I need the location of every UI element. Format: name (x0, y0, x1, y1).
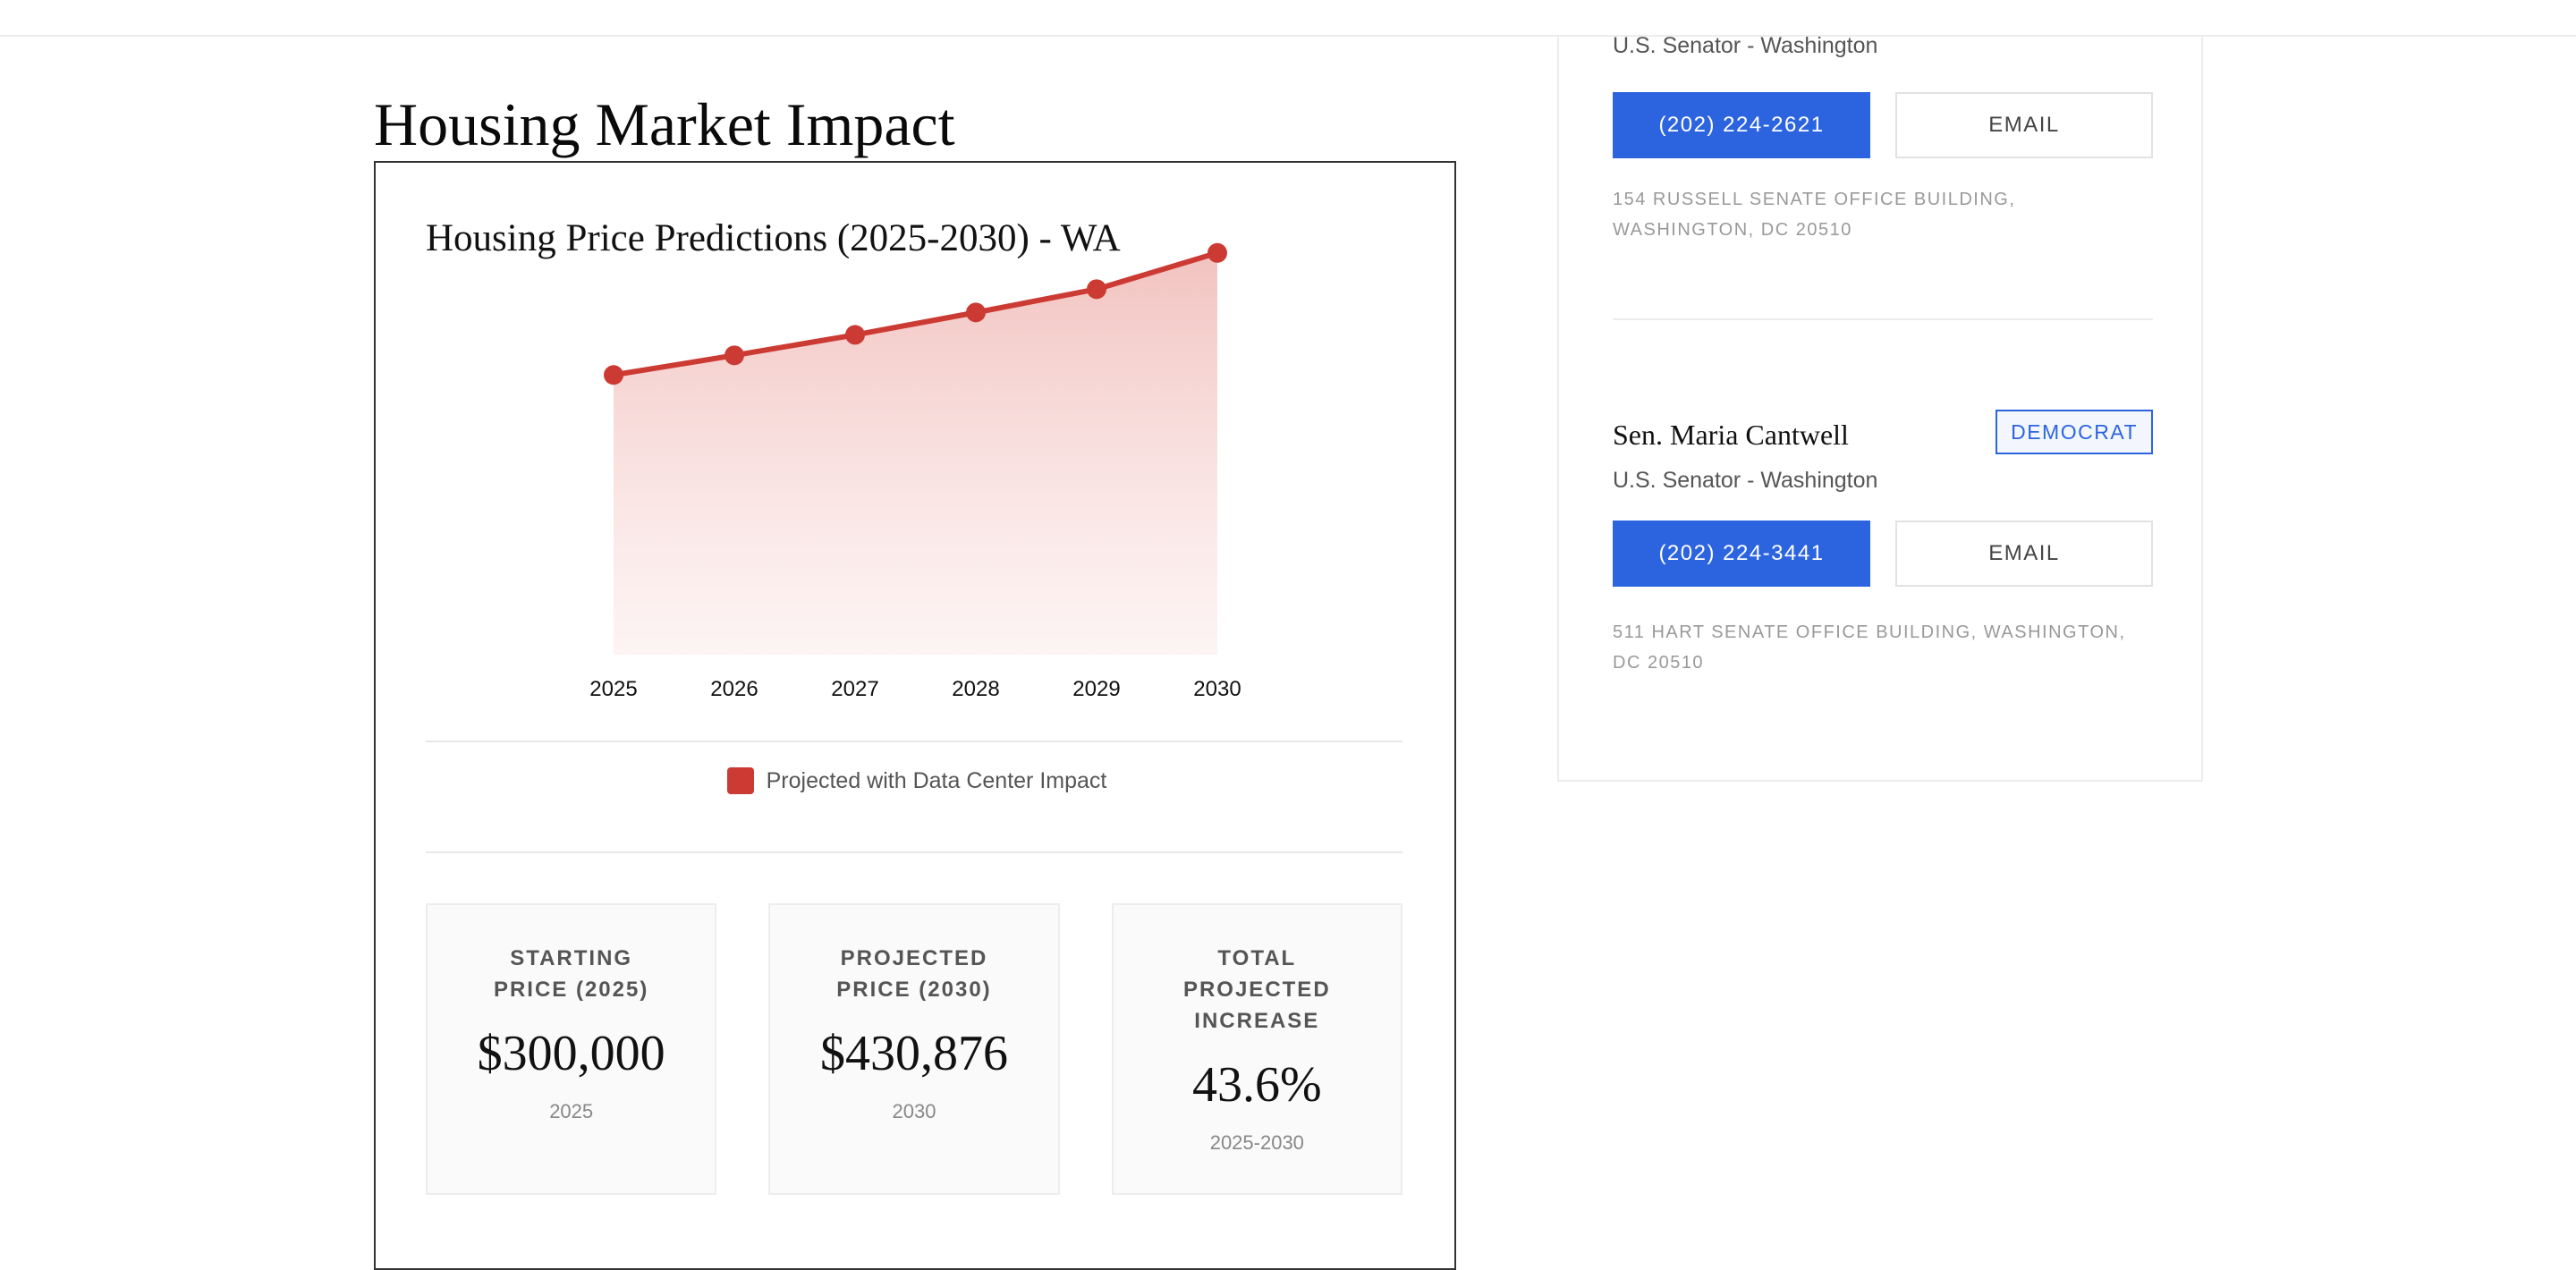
chart-title: Housing Price Predictions (2025-2030) - … (426, 217, 1121, 259)
data-point-2029[interactable] (1087, 279, 1106, 300)
rep-role: U.S. Senator - Washington (1613, 468, 1878, 493)
stat-label: Projected Price (2030) (836, 946, 992, 1002)
legend-swatch (726, 767, 754, 794)
stat-label: Starting Price (2025) (493, 946, 649, 1002)
email-button[interactable]: EMAIL (1895, 521, 2153, 587)
x-tick-label: 2029 (1072, 677, 1120, 701)
chart-divider-bottom (426, 851, 1402, 853)
x-tick-label: 2028 (952, 677, 999, 701)
rep-address: 511 Hart Senate Office Building, Washing… (1613, 622, 2126, 673)
housing-price-chart: 2025 2026 2027 2028 2029 2030 (589, 242, 1241, 701)
section-title: Housing Market Impact (374, 90, 955, 158)
stat-value: 43.6% (1191, 1057, 1322, 1113)
representatives-panel: U.S. Senator - Washington (202) 224-2621… (1557, 0, 2203, 782)
rep-role: U.S. Senator - Washington (1613, 33, 1878, 58)
data-point-2026[interactable] (724, 345, 744, 366)
series-area (614, 252, 1217, 655)
data-point-2030[interactable] (1208, 242, 1227, 263)
housing-chart-card: Housing Price Predictions (2025-2030) - … (374, 161, 1456, 1270)
top-navigation-bar (0, 0, 2576, 37)
data-point-2025[interactable] (604, 365, 623, 385)
call-phone-button[interactable]: (202) 224-3441 (1613, 521, 1870, 587)
x-tick-label: 2027 (831, 677, 878, 701)
stat-value: $300,000 (477, 1026, 665, 1081)
stat-projected-price: Projected Price (2030) $430,876 2030 (768, 903, 1060, 1195)
stats-row: Starting Price (2025) $300,000 2025 Proj… (426, 903, 1402, 1195)
data-point-2027[interactable] (845, 325, 865, 345)
call-phone-button[interactable]: (202) 224-2621 (1613, 92, 1870, 158)
x-tick-label: 2025 (589, 677, 637, 701)
data-point-2028[interactable] (966, 302, 986, 323)
stat-sub: 2030 (892, 1100, 936, 1122)
chart-divider-top (426, 741, 1402, 742)
rep-name: Sen. Maria Cantwell (1613, 419, 1849, 451)
x-tick-label: 2030 (1193, 677, 1241, 701)
rep-divider (1613, 318, 2153, 320)
stat-label: Total Projected Increase (1182, 946, 1331, 1033)
email-button[interactable]: EMAIL (1895, 92, 2153, 158)
stat-total-increase: Total Projected Increase 43.6% 2025-2030 (1111, 903, 1402, 1195)
chart-legend: Projected with Data Center Impact (376, 767, 1458, 794)
legend-label: Projected with Data Center Impact (766, 767, 1107, 793)
stat-sub: 2025-2030 (1209, 1131, 1304, 1154)
x-tick-label: 2026 (710, 677, 758, 701)
stat-sub: 2025 (549, 1100, 594, 1122)
stat-starting-price: Starting Price (2025) $300,000 2025 (426, 903, 717, 1195)
rep-address: 154 Russell Senate Office Building, Wash… (1613, 190, 2016, 240)
series-line (613, 250, 1218, 378)
stat-value: $430,876 (819, 1026, 1008, 1081)
party-badge: DEMOCRAT (1996, 410, 2153, 454)
